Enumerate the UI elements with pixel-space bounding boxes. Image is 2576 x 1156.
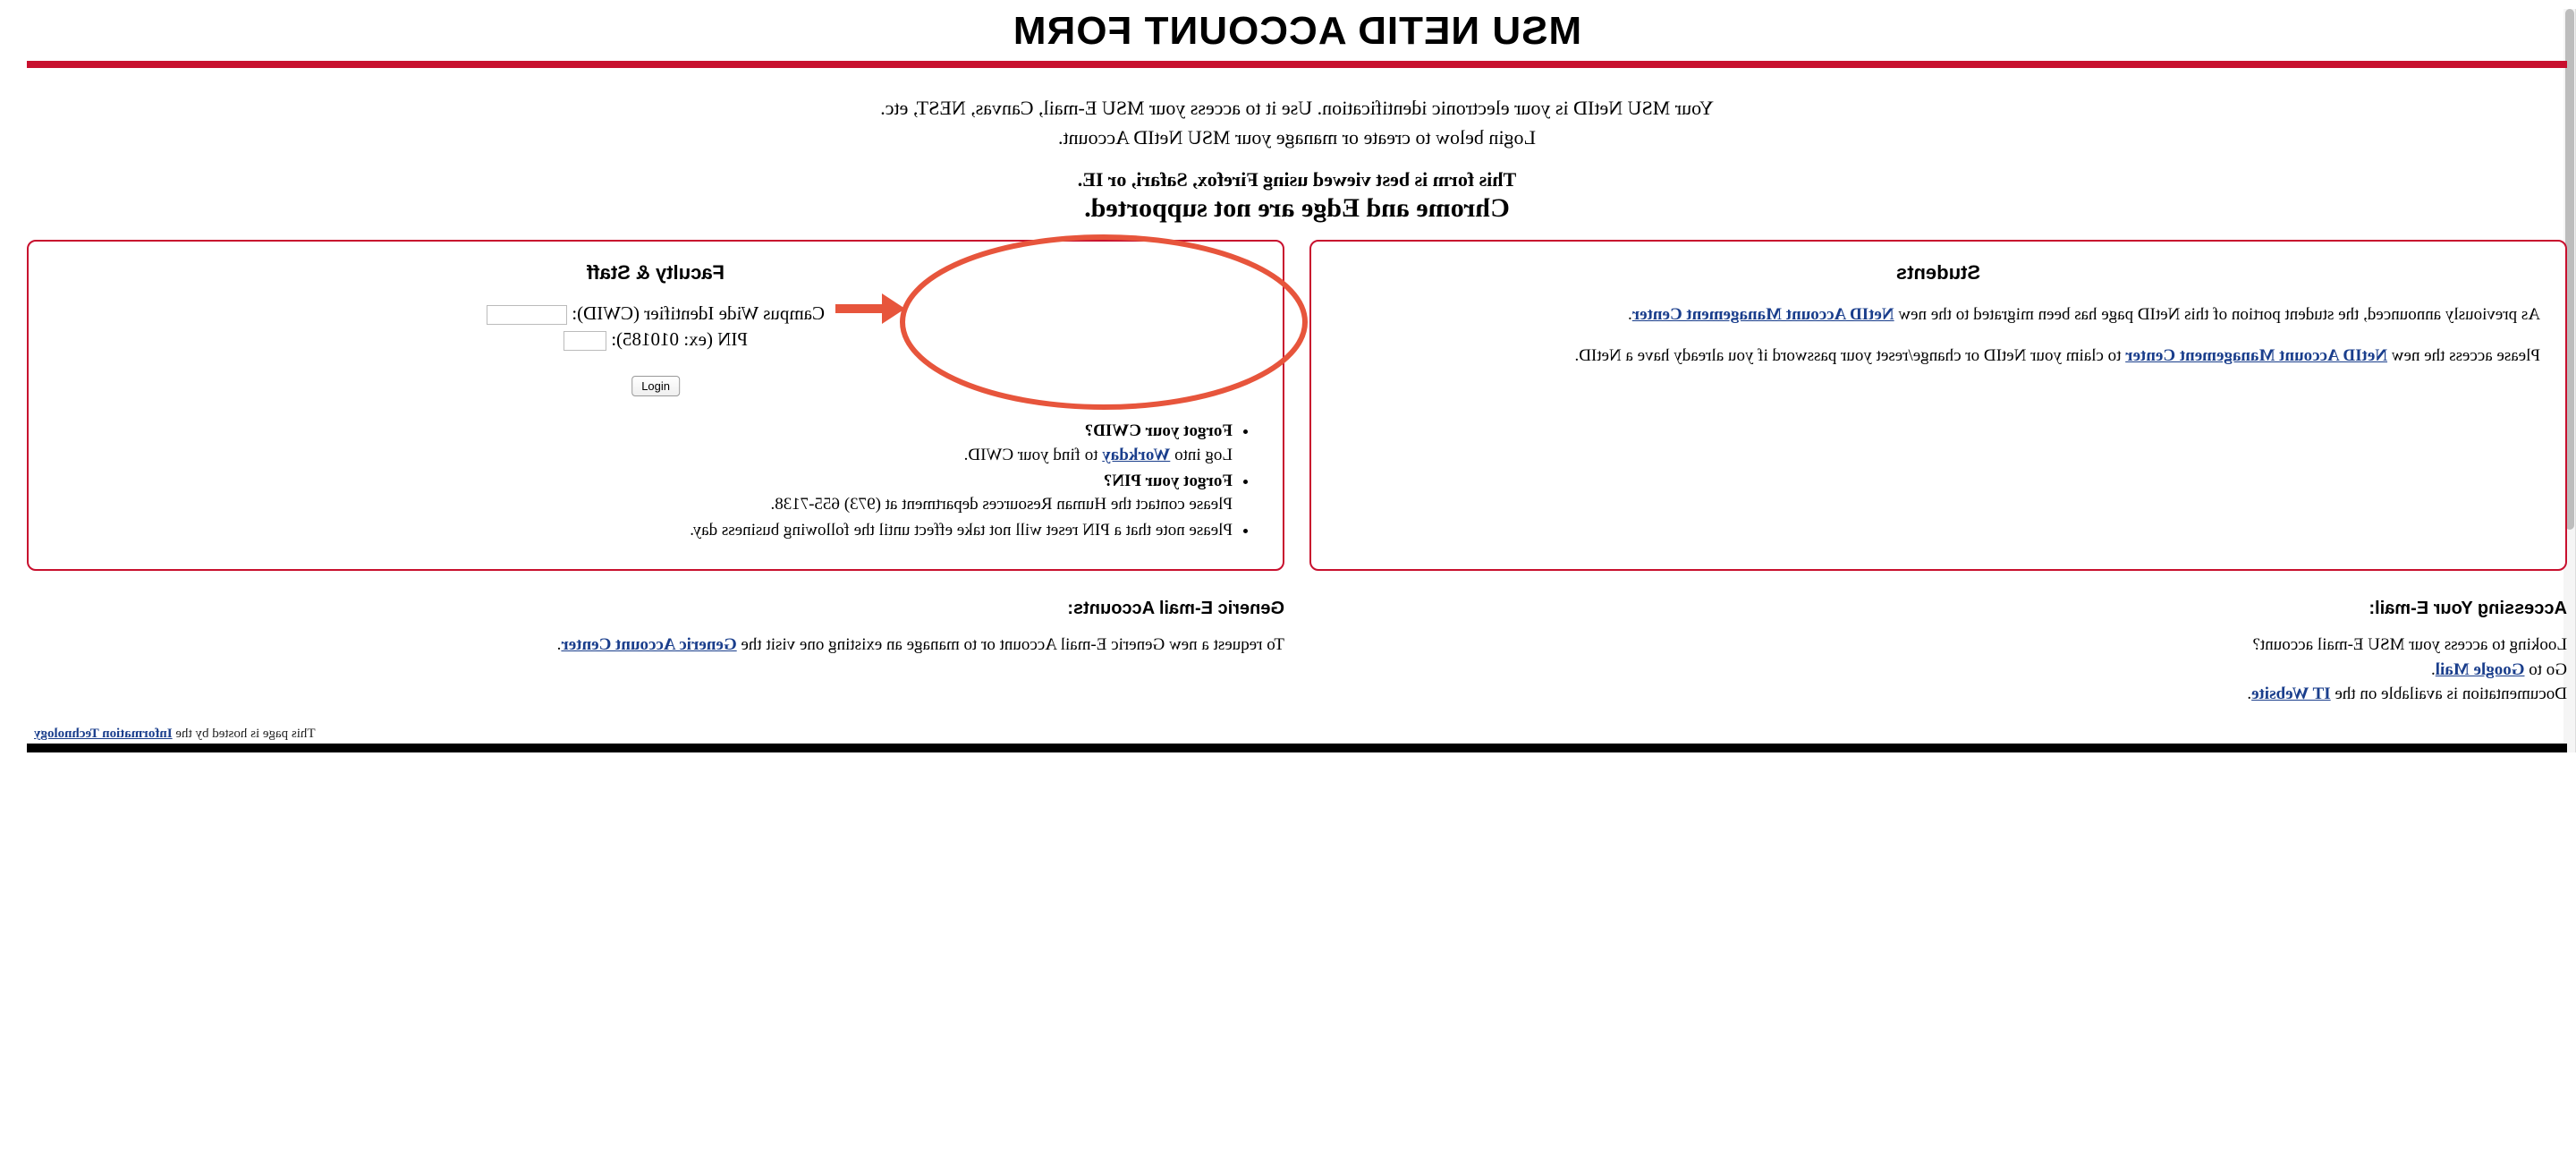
email-access-line-3: Documentation is available on the IT Web…: [1309, 682, 2567, 707]
pin-row: PIN (ex: 010185):: [54, 328, 1258, 351]
forgot-pin-answer: Please contact the Human Resources depar…: [770, 495, 1233, 514]
email-access-line-2: Go to Google Mail.: [1309, 658, 2567, 683]
faculty-heading: Faculty & Staff: [54, 261, 1258, 285]
browser-note-line-1: This form is best viewed using Firefox, …: [27, 168, 2567, 191]
footer-it-link[interactable]: Information Technology: [34, 727, 173, 741]
footer-note: This page is hosted by the Information T…: [27, 727, 2567, 742]
netid-mgmt-link-1[interactable]: NetID Account Management Center: [1632, 305, 1894, 324]
netid-mgmt-link-2[interactable]: NetID Account Management Center: [2125, 346, 2387, 365]
forgot-pin-question: Forgot your PIN?: [1104, 472, 1233, 490]
generic-accounts-section: Generic E-mail Accounts: To request a ne…: [27, 596, 1284, 707]
list-item: Please note that a PIN reset will not ta…: [54, 519, 1233, 543]
faculty-login-form: Campus Wide Identifier (CWID): PIN (ex: …: [54, 302, 1258, 396]
pin-reset-note: Please note that a PIN reset will not ta…: [690, 521, 1233, 540]
intro-text: Your MSU NetID is your electronic identi…: [27, 93, 2567, 152]
generic-account-center-link[interactable]: Generic Account Center: [561, 635, 736, 654]
generic-accounts-heading: Generic E-mail Accounts:: [27, 596, 1284, 622]
email-access-line-1: Looking to access your MSU E-mail accoun…: [1309, 633, 2567, 658]
title-divider: [27, 61, 2567, 68]
bottom-border: [27, 744, 2567, 752]
cwid-label: Campus Wide Identifier (CWID):: [567, 302, 825, 324]
pin-label: PIN (ex: 010185):: [606, 328, 748, 350]
page-title: MSU NETID ACCOUNT FORM: [27, 9, 2567, 54]
students-panel: Students As previously announced, the st…: [1309, 240, 2567, 571]
google-mail-link[interactable]: Google Mail: [2436, 660, 2525, 679]
forgot-cwid-question: Forgot your CWID?: [1085, 421, 1233, 440]
login-button[interactable]: Login: [631, 376, 680, 396]
intro-line-1: Your MSU NetID is your electronic identi…: [27, 93, 2567, 123]
cwid-input[interactable]: [487, 305, 567, 325]
faculty-panel: Faculty & Staff Campus Wide Identifier (…: [27, 240, 1284, 571]
students-heading: Students: [1336, 261, 2540, 285]
browser-note-line-2: Chrome and Edge are not supported.: [27, 193, 2567, 224]
email-access-section: Accessing Your E-mail: Looking to access…: [1309, 596, 2567, 707]
generic-accounts-line-1: To request a new Generic E-mail Account …: [27, 633, 1284, 658]
workday-link[interactable]: Workday: [1102, 446, 1170, 464]
pin-input[interactable]: [564, 331, 606, 351]
cwid-row: Campus Wide Identifier (CWID):: [54, 302, 1258, 325]
it-website-link[interactable]: IT Website: [2251, 684, 2331, 703]
list-item: Forgot your PIN? Please contact the Huma…: [54, 470, 1233, 517]
students-paragraph-2: Please access the new NetID Account Mana…: [1336, 344, 2540, 369]
email-access-heading: Accessing Your E-mail:: [1309, 596, 2567, 622]
browser-compatibility-note: This form is best viewed using Firefox, …: [27, 168, 2567, 224]
students-paragraph-1: As previously announced, the student por…: [1336, 302, 2540, 327]
faculty-help-list: Forgot your CWID? Log into Workday to fi…: [54, 420, 1258, 542]
intro-line-2: Login below to create or manage your MSU…: [27, 123, 2567, 152]
list-item: Forgot your CWID? Log into Workday to fi…: [54, 420, 1233, 467]
